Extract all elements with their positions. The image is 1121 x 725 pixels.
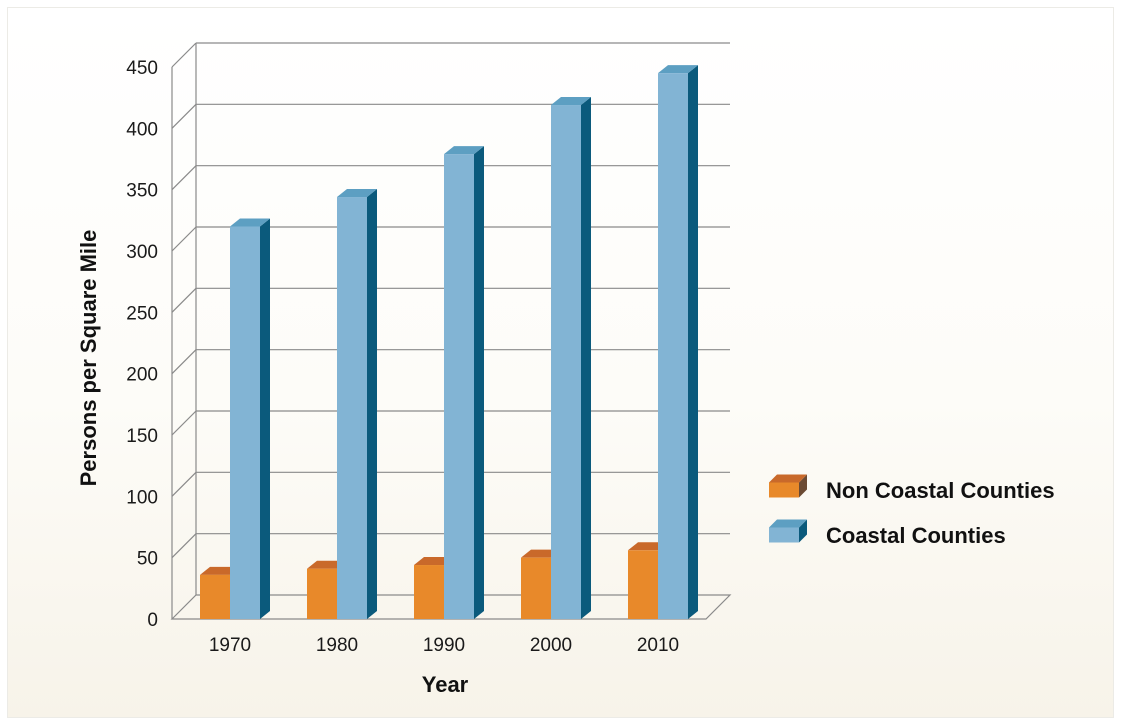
- y-tick-label: 400: [126, 119, 158, 140]
- x-axis-ticks: 1970 1980 1990 2000 2010: [209, 635, 679, 656]
- y-tick-label: 300: [126, 242, 158, 263]
- x-axis-title: Year: [422, 672, 469, 697]
- bar-coastal-counties-1970: [230, 218, 270, 619]
- y-axis-title: Persons per Square Mile: [76, 230, 101, 487]
- gridline-depth: [171, 103, 197, 129]
- x-tick-label: 1980: [316, 635, 358, 656]
- y-tick-label: 450: [126, 58, 158, 79]
- y-axis-ticks: 0 50 100 150 200 250 300 350 400 450: [126, 58, 158, 631]
- y-tick-label: 100: [126, 487, 158, 508]
- bar-coastal-counties-2010: [658, 65, 698, 620]
- x-tick-label: 2000: [530, 635, 572, 656]
- legend: Non Coastal Counties Coastal Counties: [769, 474, 1055, 548]
- gridline-depth: [171, 226, 197, 252]
- gridline-depth: [171, 165, 197, 191]
- gridline-depth: [171, 349, 197, 375]
- legend-label: Non Coastal Counties: [826, 478, 1055, 503]
- y-tick-label: 150: [126, 426, 158, 447]
- legend-label: Coastal Counties: [826, 523, 1006, 548]
- y-tick-label: 50: [137, 549, 158, 570]
- legend-swatch: [799, 519, 807, 543]
- bar-coastal-counties-1980: [337, 189, 377, 619]
- gridline-depth: [171, 471, 197, 497]
- bar-coastal-counties-2000: [551, 97, 591, 619]
- legend-item-coastal-counties: Coastal Counties: [769, 519, 1006, 548]
- x-tick-label: 1990: [423, 635, 465, 656]
- bars: [200, 65, 698, 620]
- y-tick-label: 0: [147, 610, 158, 631]
- y-tick-label: 200: [126, 365, 158, 386]
- gridline-depth: [171, 533, 197, 559]
- y-tick-label: 350: [126, 181, 158, 202]
- legend-swatch: [799, 474, 807, 498]
- chart: 0 50 100 150 200 250 300 350 400 450 1970 1980 1990…: [76, 42, 1055, 697]
- bar-coastal-counties-1990: [444, 146, 484, 620]
- x-tick-label: 1970: [209, 635, 251, 656]
- y-tick-label: 250: [126, 303, 158, 324]
- gridline-depth: [171, 410, 197, 436]
- gridline-depth: [171, 287, 197, 313]
- chart-frame: 0 50 100 150 200 250 300 350 400 450 1970 1980 1990…: [7, 7, 1114, 718]
- x-tick-label: 2010: [637, 635, 679, 656]
- gridline-depth: [171, 42, 197, 68]
- legend-item-non-coastal-counties: Non Coastal Counties: [769, 474, 1055, 503]
